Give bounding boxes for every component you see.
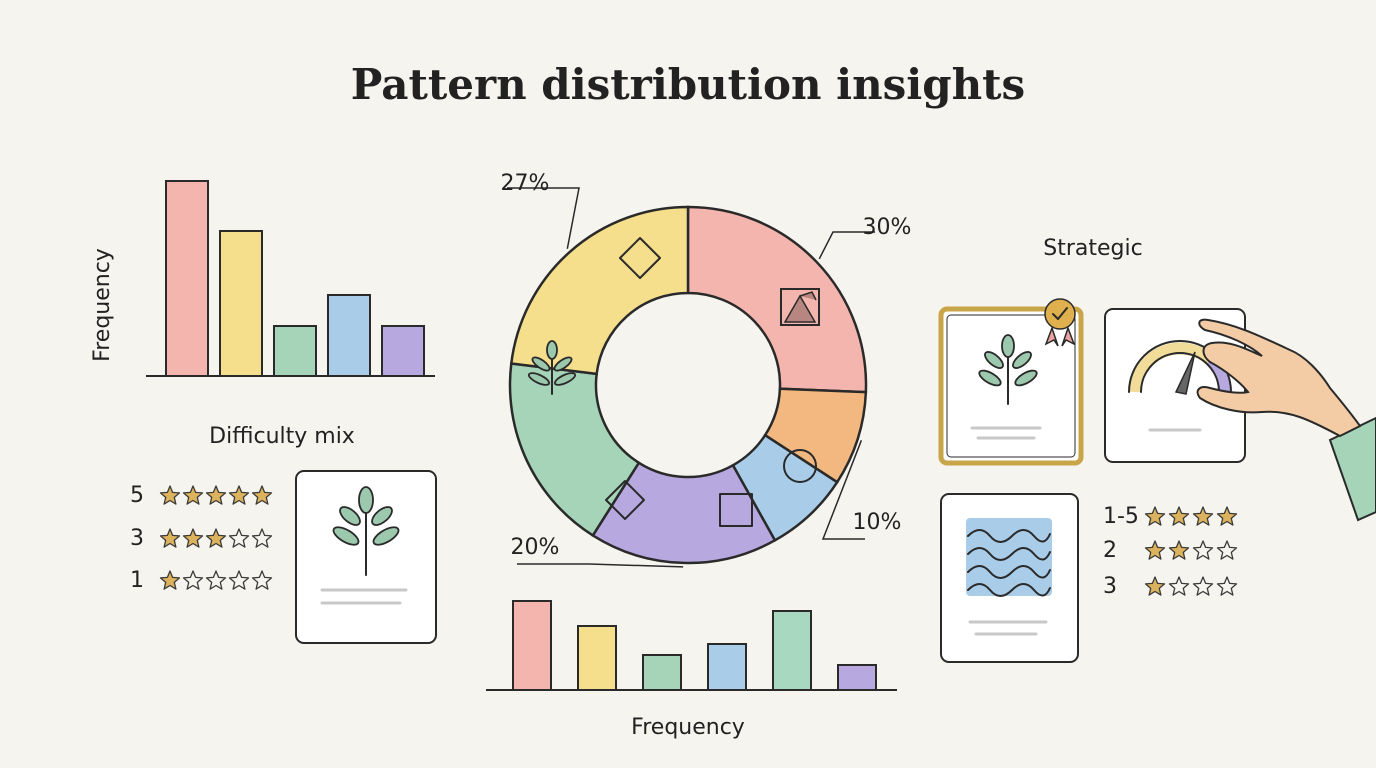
- star: [159, 570, 181, 590]
- star: [1216, 540, 1238, 560]
- rating-label: 3: [1103, 574, 1117, 599]
- donut-segment: [508, 362, 641, 538]
- axis-label: Frequency: [631, 715, 745, 740]
- bar: [837, 664, 877, 691]
- star: [205, 570, 227, 590]
- star: [1144, 540, 1166, 560]
- bar: [381, 325, 425, 377]
- star: [205, 528, 227, 548]
- star: [182, 570, 204, 590]
- star-rating: [1144, 506, 1238, 526]
- section-title: Difficulty mix: [209, 424, 355, 449]
- star: [1216, 506, 1238, 526]
- bar: [772, 610, 812, 691]
- rating-label: 1-5: [1103, 504, 1139, 529]
- bar: [165, 180, 209, 377]
- rating-label: 1: [130, 568, 144, 593]
- rating-label: 5: [130, 483, 144, 508]
- star: [1168, 576, 1190, 596]
- section-title: Strategic: [1043, 236, 1142, 261]
- bar: [273, 325, 317, 377]
- featured-card: [938, 298, 1084, 466]
- star-rating: [159, 528, 273, 548]
- bar: [642, 654, 682, 691]
- star: [228, 485, 250, 505]
- star: [1192, 506, 1214, 526]
- bar: [327, 294, 371, 377]
- value-label: 10%: [853, 510, 902, 535]
- leader-line: [517, 563, 684, 568]
- star-rating: [159, 485, 273, 505]
- bar: [707, 643, 747, 691]
- star: [1168, 506, 1190, 526]
- star: [1144, 576, 1166, 596]
- donut-segment: [591, 461, 777, 565]
- star-rating: [1144, 576, 1238, 596]
- leader-line: [821, 440, 865, 540]
- bar: [577, 625, 617, 691]
- leader-line: [818, 231, 875, 260]
- bar: [512, 600, 552, 691]
- hand: [1196, 318, 1376, 522]
- star: [251, 570, 273, 590]
- star: [1216, 576, 1238, 596]
- leader-line: [507, 187, 580, 249]
- rating-label: 3: [130, 526, 144, 551]
- star-rating: [1144, 540, 1238, 560]
- pattern-card: [940, 493, 1079, 663]
- star: [182, 528, 204, 548]
- star: [228, 528, 250, 548]
- star: [228, 570, 250, 590]
- star: [1192, 576, 1214, 596]
- star: [1192, 540, 1214, 560]
- pattern-card: [295, 470, 437, 644]
- page-title: Pattern distribution insights: [351, 60, 1025, 109]
- star: [1168, 540, 1190, 560]
- star: [251, 528, 273, 548]
- star: [159, 485, 181, 505]
- star: [182, 485, 204, 505]
- rating-label: 2: [1103, 538, 1117, 563]
- donut-segment: [509, 205, 690, 376]
- bar: [219, 230, 263, 377]
- star: [159, 528, 181, 548]
- axis-label: Frequency: [90, 248, 115, 362]
- star: [251, 485, 273, 505]
- star-rating: [159, 570, 273, 590]
- donut-segment: [686, 205, 868, 394]
- value-label: 27%: [501, 171, 550, 196]
- star: [205, 485, 227, 505]
- segment-icons: [527, 237, 820, 527]
- star: [1144, 506, 1166, 526]
- value-label: 30%: [863, 215, 912, 240]
- value-label: 20%: [511, 535, 560, 560]
